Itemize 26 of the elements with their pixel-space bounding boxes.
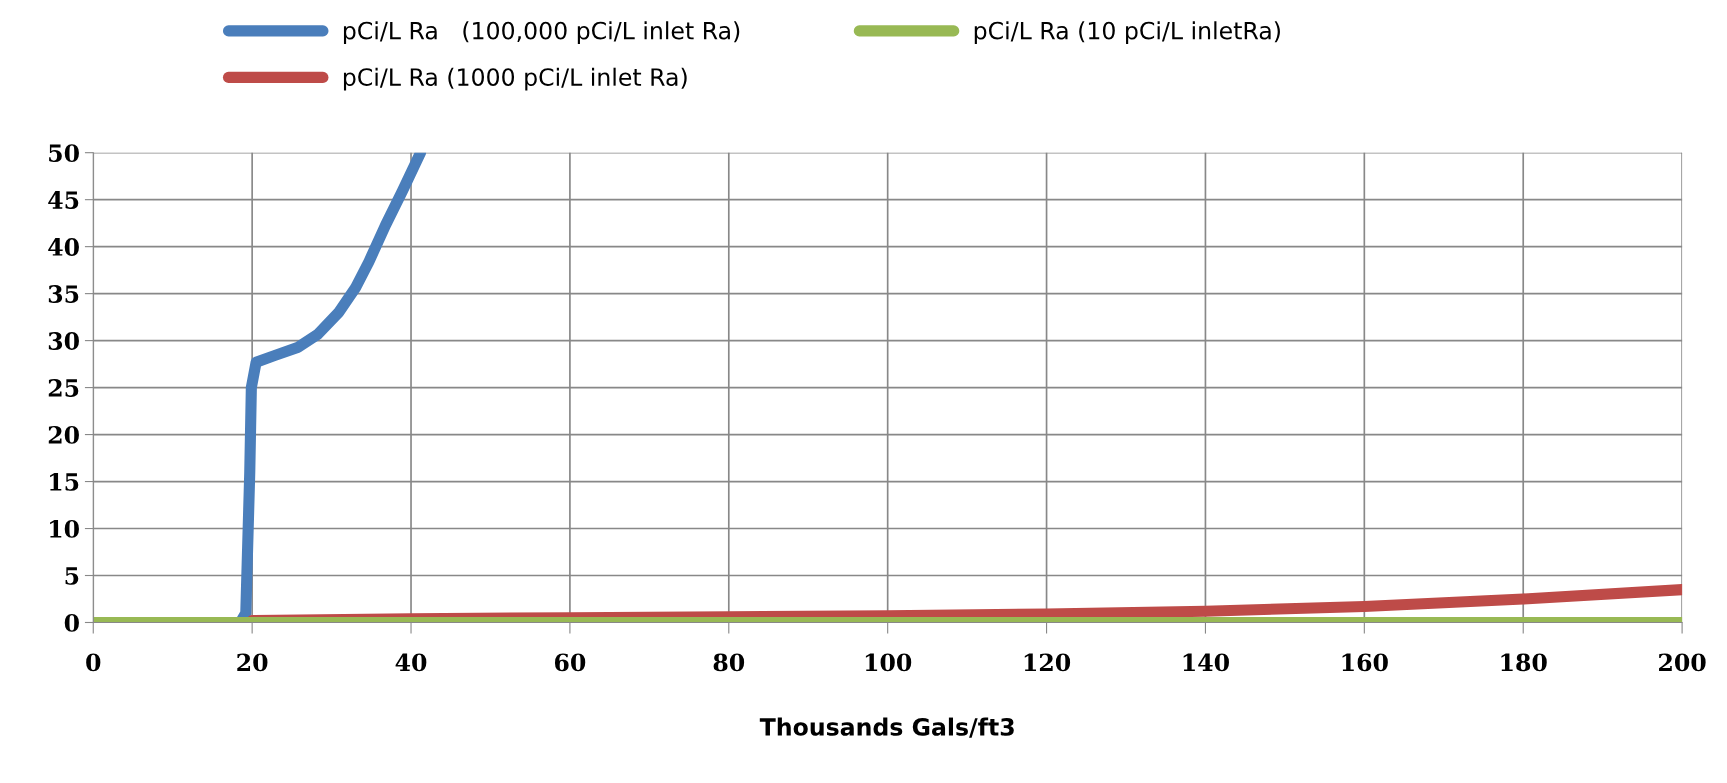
legend-label: pCi/L Ra (1000 pCi/L inlet Ra) (343, 67, 687, 91)
legend-label: pCi/L Ra (10 pCi/L inletRa) (974, 21, 1280, 45)
x-tick-label: 180 (1501, 653, 1547, 672)
y-tick-label: 0 (64, 613, 79, 632)
legend-label: pCi/L Ra (100,000 pCi/L inlet Ra) (343, 21, 740, 45)
x-tick-label: 140 (1183, 653, 1229, 672)
x-tick-label: 0 (86, 653, 101, 672)
y-tick-label: 45 (48, 191, 79, 209)
y-tick-label: 40 (48, 238, 79, 256)
x-tick-label: 160 (1342, 653, 1388, 672)
x-tick-label: 100 (865, 653, 912, 672)
x-tick-label: 120 (1024, 653, 1071, 672)
x-tick-label: 60 (554, 653, 586, 672)
y-tick-label: 10 (50, 519, 79, 538)
x-tick-label: 80 (713, 653, 745, 672)
y-tick-label: 20 (48, 426, 79, 444)
y-tick-label: 5 (65, 567, 79, 585)
x-tick-label: 20 (237, 653, 268, 672)
y-tick-label: 35 (48, 285, 79, 303)
y-tick-label: 15 (50, 472, 79, 491)
x-tick-label: 40 (395, 653, 427, 672)
y-tick-label: 30 (48, 332, 79, 350)
y-tick-label: 25 (48, 379, 79, 397)
x-axis-title: Thousands Gals/ft3 (759, 717, 1014, 738)
y-tick-label: 50 (49, 144, 79, 162)
x-tick-label: 200 (1659, 653, 1706, 672)
